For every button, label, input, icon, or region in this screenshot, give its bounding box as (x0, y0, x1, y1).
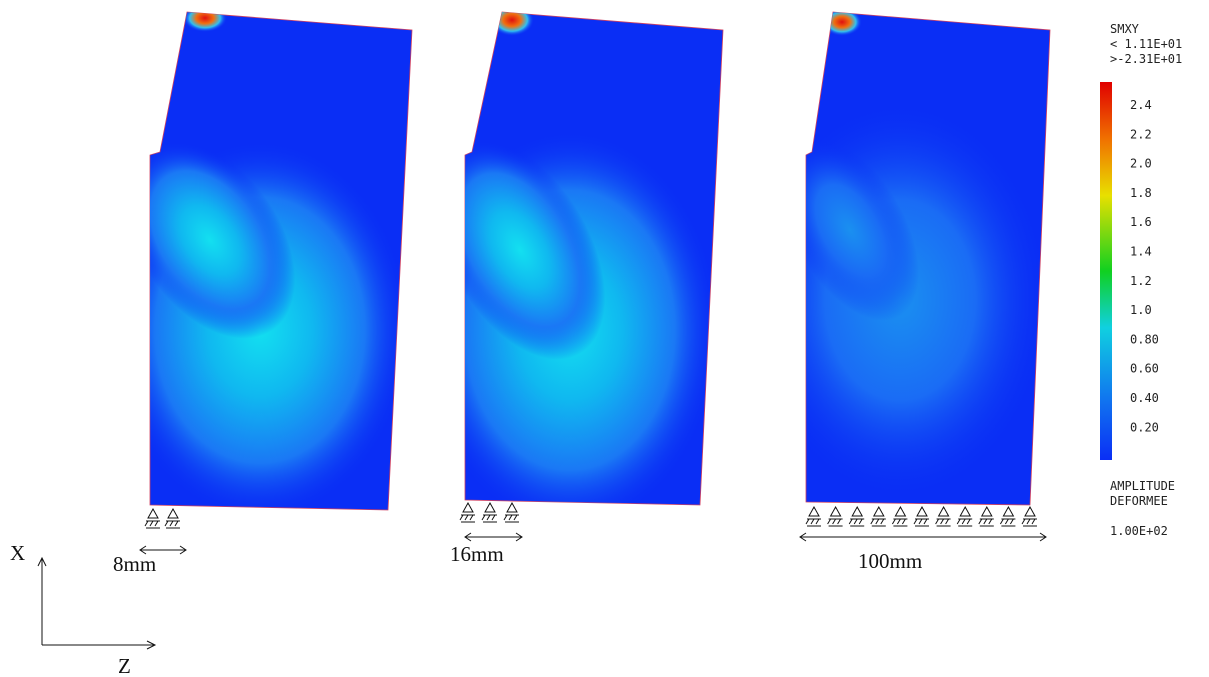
support (827, 505, 843, 527)
legend-label: 0.40 (1130, 391, 1159, 405)
support (870, 505, 886, 527)
legend-labels: 2.4 2.2 2.0 1.8 1.6 1.4 1.2 1.0 0.80 0.60 0.40 0.20 (1130, 98, 1159, 434)
color-bar (1100, 82, 1112, 460)
supports (144, 501, 1037, 529)
dimension-label: 100mm (858, 549, 922, 573)
legend-label: 2.4 (1130, 98, 1152, 112)
support (913, 505, 929, 527)
legend: SMXY < 1.11E+01 >-2.31E+01 2.4 2.2 2.0 1.8 1… (1100, 22, 1182, 538)
dimensions (37, 532, 1047, 650)
dimension-label: 16mm (450, 542, 504, 566)
support (891, 505, 908, 527)
legend-label: 1.8 (1130, 186, 1152, 200)
legend-label: 1.0 (1130, 303, 1152, 317)
dimension-label: 8mm (113, 552, 156, 576)
panel-2 (464, 11, 724, 506)
panel-1 (149, 11, 413, 511)
support (956, 505, 973, 527)
support (503, 501, 519, 523)
support (848, 505, 865, 527)
legend-label: 1.4 (1130, 245, 1152, 259)
axis-label: Z (118, 654, 131, 677)
legend-label: 2.0 (1130, 157, 1152, 171)
legend-title: SMXY (1110, 22, 1140, 36)
legend-label: 0.20 (1130, 420, 1159, 434)
amplitude-title: AMPLITUDE (1110, 479, 1175, 493)
legend-min: >-2.31E+01 (1110, 52, 1182, 66)
support (164, 507, 180, 529)
support (978, 505, 994, 527)
support (1021, 505, 1037, 527)
support (144, 507, 160, 529)
legend-label: 0.60 (1130, 362, 1159, 376)
amplitude-value: 1.00E+02 (1110, 524, 1168, 538)
support (459, 501, 475, 523)
amplitude-subtitle: DEFORMEE (1110, 494, 1168, 508)
legend-label: 1.6 (1130, 215, 1152, 229)
support (481, 501, 497, 523)
legend-label: 0.80 (1130, 332, 1159, 346)
support (805, 505, 821, 527)
axis-label: X (10, 541, 25, 565)
support (935, 505, 951, 527)
support (999, 505, 1016, 527)
legend-label: 1.2 (1130, 274, 1152, 288)
legend-label: 2.2 (1130, 127, 1152, 141)
panel-3 (805, 11, 1051, 506)
legend-max: < 1.11E+01 (1110, 37, 1182, 51)
